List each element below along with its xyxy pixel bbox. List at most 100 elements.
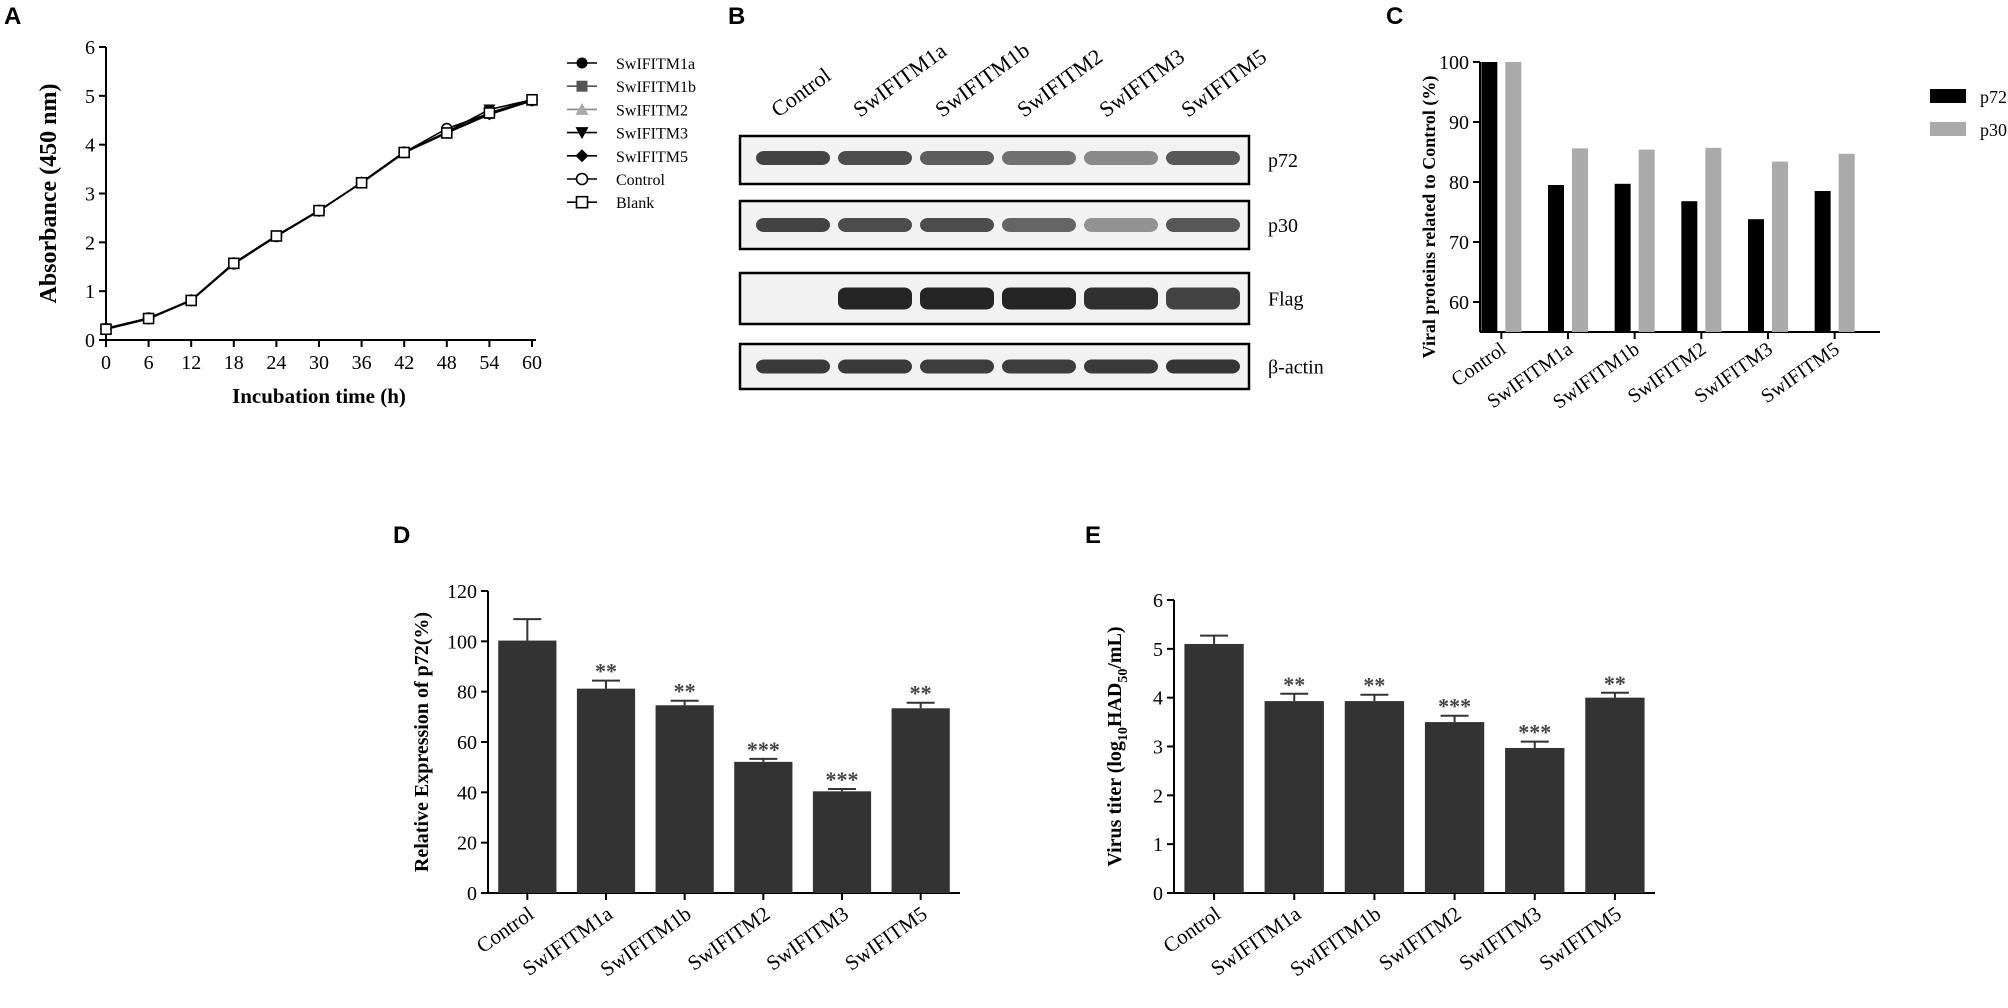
y-axis-title-subscript: 50 [1116, 669, 1131, 683]
x-tick-label: 6 [144, 352, 154, 374]
x-tick-label: 12 [181, 352, 201, 374]
y-tick-label: 4 [85, 135, 95, 157]
bar [655, 705, 714, 893]
legend-swatch [1930, 89, 1966, 103]
x-tick-label: SwIFITM3 [762, 901, 853, 975]
chart-c-grouped-bar: 60708090100ControlSwIFITM1aSwIFITM1bSwIF… [1419, 52, 2007, 413]
x-tick-label: 0 [101, 352, 111, 374]
bar-p30 [1505, 62, 1522, 332]
blot-band [756, 359, 830, 374]
y-axis-title-subscript: 10 [1116, 727, 1131, 741]
data-point [398, 146, 411, 159]
significance-mark: *** [747, 737, 780, 762]
legend-marker [576, 80, 588, 92]
bar-p30 [1772, 161, 1788, 332]
y-tick-label: 70 [1449, 232, 1469, 254]
bar-p72 [1748, 219, 1764, 332]
y-tick-label: 5 [1153, 639, 1163, 661]
blot-band [756, 218, 830, 232]
significance-mark: *** [826, 767, 859, 792]
blot-band [756, 151, 830, 165]
x-tick-label: Control [1159, 901, 1225, 958]
significance-mark: ** [595, 659, 617, 684]
legend-label: SwIFITM1b [616, 79, 696, 96]
blot-band [1002, 287, 1076, 310]
y-tick-label: 6 [85, 37, 95, 59]
blot-band [920, 218, 994, 232]
legend-marker [575, 195, 589, 209]
chart-d-bar: 020406080100120Control**SwIFITM1a**SwIFI… [411, 581, 960, 981]
blot-row-label: Flag [1268, 289, 1304, 311]
blot-band [920, 287, 994, 310]
bar-p72 [1614, 183, 1631, 332]
blot-band [1084, 287, 1158, 310]
blot-band [920, 359, 994, 374]
bar-p72 [1681, 201, 1698, 332]
data-point [185, 294, 197, 307]
legend-marker [575, 127, 589, 140]
y-tick-label: 6 [1153, 590, 1163, 612]
x-tick-label: SwIFITM2 [1374, 901, 1465, 975]
blot-band [1166, 359, 1240, 374]
bar [1344, 701, 1405, 893]
blot-band [1084, 218, 1158, 232]
bar [812, 791, 872, 893]
blot-band [1166, 287, 1240, 310]
x-tick-label: SwIFITM5 [1535, 901, 1626, 975]
blot-band [1084, 359, 1158, 374]
data-point [270, 230, 283, 242]
y-tick-label: 5 [85, 86, 95, 108]
bar-p30 [1705, 147, 1722, 332]
y-axis-title: Absorbance (450 nm) [36, 84, 62, 304]
significance-mark: ** [910, 681, 932, 706]
data-point [355, 176, 368, 189]
y-axis-title-part: HAD [1104, 683, 1126, 727]
blot-band [1002, 151, 1076, 165]
legend-label: SwIFITM1a [616, 56, 695, 73]
panel-label-b: B [728, 3, 745, 30]
panel-label-a: A [4, 3, 21, 30]
y-axis-title: Relative Expression of p72(%) [411, 612, 433, 872]
y-tick-label: 0 [1153, 883, 1163, 905]
significance-mark: ** [674, 679, 696, 704]
x-tick-label: 36 [352, 352, 372, 374]
bar [498, 640, 557, 893]
x-tick-label: SwIFITM2 [683, 901, 774, 975]
blot-row-label: p30 [1268, 215, 1298, 237]
blot-membrane [738, 271, 1251, 326]
x-tick-label: Control [472, 901, 538, 958]
blot-row-label: β-actin [1268, 357, 1324, 379]
x-tick-label: 54 [479, 352, 499, 374]
data-point [483, 107, 496, 119]
y-tick-label: 100 [1439, 52, 1469, 74]
y-tick-label: 40 [457, 782, 477, 804]
y-tick-label: 60 [457, 732, 477, 754]
western-blot-panel: Control SwIFITM1aSwIFITM1bSwIFITM2SwIFITM… [738, 37, 1324, 391]
bar-p72 [1548, 185, 1564, 332]
x-tick-label: 30 [309, 352, 329, 374]
blot-band [1166, 218, 1240, 232]
blot-band [920, 151, 994, 165]
legend-marker [575, 102, 589, 115]
bar-p72 [1814, 191, 1831, 332]
x-axis-title: Incubation time (h) [232, 384, 406, 408]
legend-label: p30 [1980, 120, 2007, 140]
data-point [313, 204, 325, 217]
y-tick-label: 2 [1153, 785, 1163, 807]
bar [1184, 643, 1244, 893]
y-tick-label: 1 [85, 281, 95, 303]
bar [1424, 722, 1485, 893]
legend-label: SwIFITM3 [616, 126, 688, 143]
y-tick-label: 120 [447, 581, 477, 603]
bar-p30 [1638, 149, 1655, 332]
significance-mark: ** [1604, 671, 1626, 696]
data-point [228, 257, 240, 270]
legend-label: SwIFITM5 [616, 149, 688, 166]
bar [1585, 697, 1645, 893]
y-axis-title-part: Virus titer (log [1104, 741, 1126, 867]
legend-marker [576, 57, 588, 69]
y-tick-label: 60 [1449, 292, 1469, 314]
blot-band [838, 218, 912, 232]
